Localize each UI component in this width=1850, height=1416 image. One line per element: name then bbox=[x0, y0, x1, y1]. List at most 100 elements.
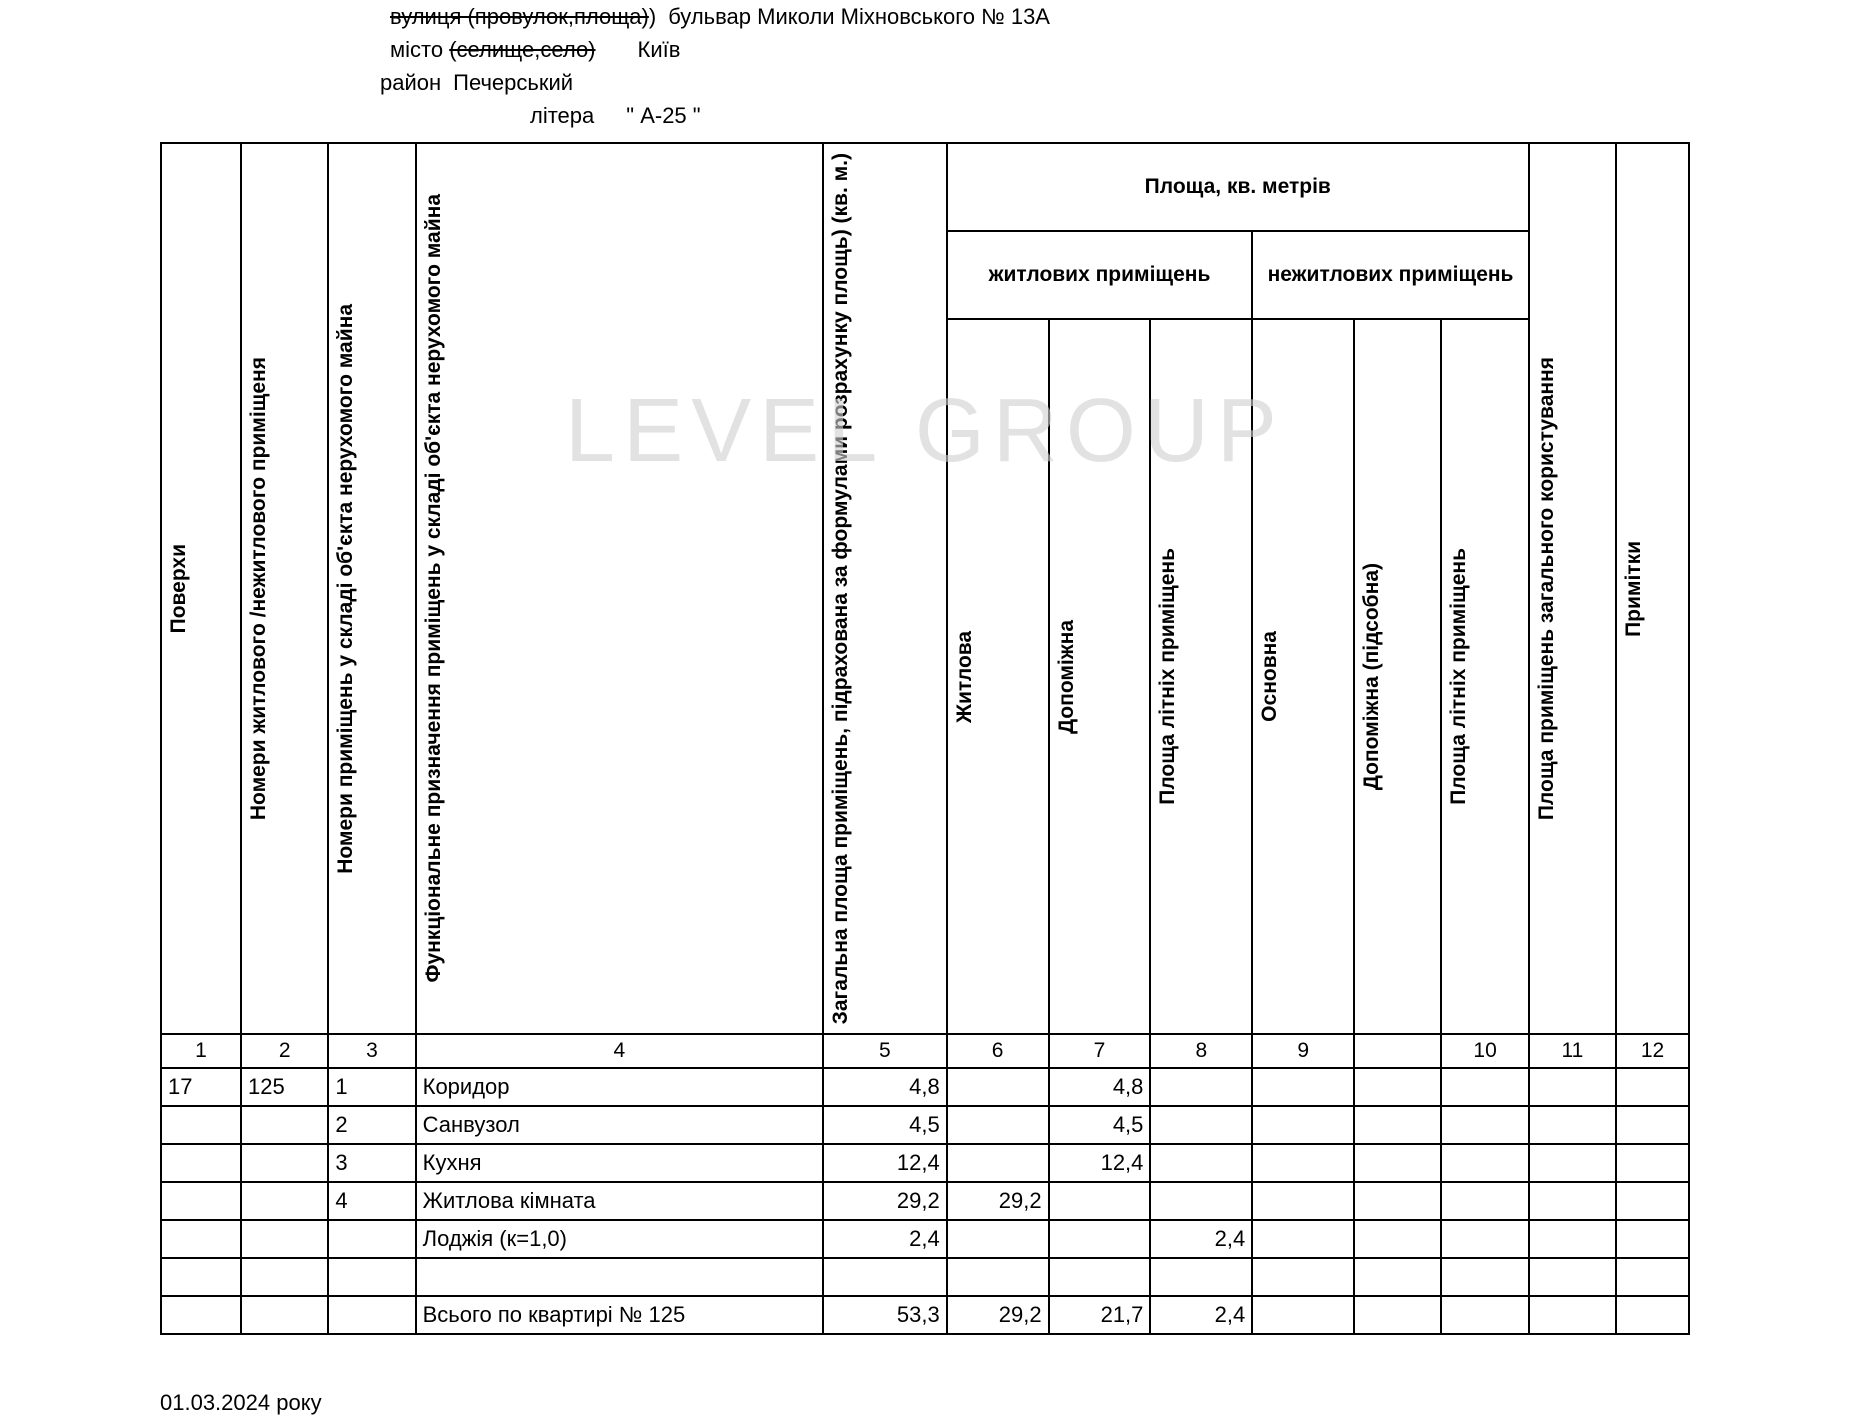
table-row bbox=[161, 1258, 1689, 1296]
cell bbox=[1150, 1182, 1252, 1220]
col-header-10: Площа літніх приміщень bbox=[1441, 319, 1528, 1035]
col-header-1: Поверхи bbox=[161, 143, 241, 1034]
col-header-3: Номери приміщень у складі об'єкта нерухо… bbox=[328, 143, 415, 1034]
footer-date: 01.03.2024 року bbox=[160, 1390, 1690, 1416]
cell: 29,2 bbox=[947, 1296, 1049, 1334]
cell: Санвузол bbox=[416, 1106, 823, 1144]
cell bbox=[328, 1296, 415, 1334]
cell bbox=[1049, 1258, 1151, 1296]
cell bbox=[1441, 1258, 1528, 1296]
cell bbox=[241, 1106, 328, 1144]
cell bbox=[161, 1144, 241, 1182]
col-header-9: Основна bbox=[1252, 319, 1354, 1035]
cell: 12,4 bbox=[1049, 1144, 1151, 1182]
cell: 12,4 bbox=[823, 1144, 947, 1182]
cell bbox=[241, 1258, 328, 1296]
col-header-4: Функціональне призначення приміщень у ск… bbox=[416, 143, 823, 1034]
cell: 21,7 bbox=[1049, 1296, 1151, 1334]
cell bbox=[1150, 1144, 1252, 1182]
table-row: 4Житлова кімната29,229,2 bbox=[161, 1182, 1689, 1220]
litera-label: літера bbox=[530, 99, 594, 132]
cell bbox=[1616, 1182, 1689, 1220]
cell bbox=[1354, 1144, 1441, 1182]
cell: Всього по квартирі № 125 bbox=[416, 1296, 823, 1334]
col-header-6: Житлова bbox=[947, 319, 1049, 1035]
cell bbox=[1252, 1182, 1354, 1220]
cell bbox=[1150, 1106, 1252, 1144]
cell: Житлова кімната bbox=[416, 1182, 823, 1220]
document-page: LEVEL GROUP вулиця (провулок,площа)) бул… bbox=[0, 0, 1850, 1040]
city-value: Київ bbox=[638, 33, 681, 66]
col-header-9b: Допоміжна (підсобна) bbox=[1354, 319, 1441, 1035]
table-row: 171251Коридор4,84,8 bbox=[161, 1068, 1689, 1106]
cell: 2 bbox=[328, 1106, 415, 1144]
cell bbox=[1150, 1068, 1252, 1106]
cell bbox=[241, 1296, 328, 1334]
cell bbox=[241, 1220, 328, 1258]
cell: 4,8 bbox=[1049, 1068, 1151, 1106]
litera-value: " А-25 " bbox=[626, 99, 700, 132]
cell bbox=[241, 1144, 328, 1182]
cell: 4,5 bbox=[1049, 1106, 1151, 1144]
col-header-12: Примітки bbox=[1616, 143, 1689, 1034]
cell bbox=[947, 1258, 1049, 1296]
col-header-2: Номери житлового /нежитлового приміщеня bbox=[241, 143, 328, 1034]
cell bbox=[1354, 1258, 1441, 1296]
cell bbox=[1252, 1144, 1354, 1182]
cell: 2,4 bbox=[1150, 1296, 1252, 1334]
cell: 4,8 bbox=[823, 1068, 947, 1106]
cell: 2,4 bbox=[1150, 1220, 1252, 1258]
cell bbox=[1441, 1068, 1528, 1106]
cell bbox=[241, 1182, 328, 1220]
cell: 29,2 bbox=[947, 1182, 1049, 1220]
street-value: бульвар Миколи Міхновського № 13А bbox=[668, 0, 1050, 33]
document-header: вулиця (провулок,площа)) бульвар Миколи … bbox=[160, 0, 1690, 132]
cell bbox=[1529, 1106, 1616, 1144]
cell bbox=[1529, 1144, 1616, 1182]
cell bbox=[161, 1182, 241, 1220]
cell bbox=[161, 1296, 241, 1334]
district-value: Печерський bbox=[453, 66, 573, 99]
cell bbox=[1252, 1296, 1354, 1334]
col-header-8: Площа літніх приміщень bbox=[1150, 319, 1252, 1035]
cell: Лоджія (к=1,0) bbox=[416, 1220, 823, 1258]
cell bbox=[1529, 1296, 1616, 1334]
cell bbox=[1616, 1258, 1689, 1296]
cell bbox=[1441, 1296, 1528, 1334]
col-header-5: Загальна площа приміщень, підрахована за… bbox=[823, 143, 947, 1034]
street-label: вулиця (провулок,площа)) bbox=[390, 0, 656, 33]
table-head: Поверхи Номери житлового /нежитлового пр… bbox=[161, 143, 1689, 1068]
cell bbox=[161, 1106, 241, 1144]
cell: Коридор bbox=[416, 1068, 823, 1106]
col-header-11: Площа приміщень загального користування bbox=[1529, 143, 1616, 1034]
col-number-row: 1 2 3 4 5 6 7 8 9 10 11 12 bbox=[161, 1034, 1689, 1068]
cell bbox=[1354, 1182, 1441, 1220]
cell bbox=[947, 1144, 1049, 1182]
cell bbox=[161, 1258, 241, 1296]
cell bbox=[1252, 1258, 1354, 1296]
cell: 4,5 bbox=[823, 1106, 947, 1144]
cell bbox=[1252, 1068, 1354, 1106]
cell bbox=[161, 1220, 241, 1258]
cell bbox=[1529, 1068, 1616, 1106]
cell bbox=[947, 1068, 1049, 1106]
cell bbox=[947, 1220, 1049, 1258]
cell bbox=[1616, 1068, 1689, 1106]
table-row: 3Кухня12,412,4 bbox=[161, 1144, 1689, 1182]
col-header-7: Допоміжна bbox=[1049, 319, 1151, 1035]
cell bbox=[947, 1106, 1049, 1144]
col-group-nonliving: нежитлових приміщень bbox=[1252, 231, 1529, 319]
cell bbox=[1529, 1220, 1616, 1258]
cell: 125 bbox=[241, 1068, 328, 1106]
cell bbox=[1252, 1106, 1354, 1144]
cell: 2,4 bbox=[823, 1220, 947, 1258]
table-row: Лоджія (к=1,0)2,42,4 bbox=[161, 1220, 1689, 1258]
cell bbox=[1616, 1220, 1689, 1258]
cell: Кухня bbox=[416, 1144, 823, 1182]
cell bbox=[1616, 1296, 1689, 1334]
cell bbox=[1616, 1144, 1689, 1182]
district-label: район bbox=[380, 66, 441, 99]
cell bbox=[1616, 1106, 1689, 1144]
cell bbox=[328, 1258, 415, 1296]
cell bbox=[1252, 1220, 1354, 1258]
